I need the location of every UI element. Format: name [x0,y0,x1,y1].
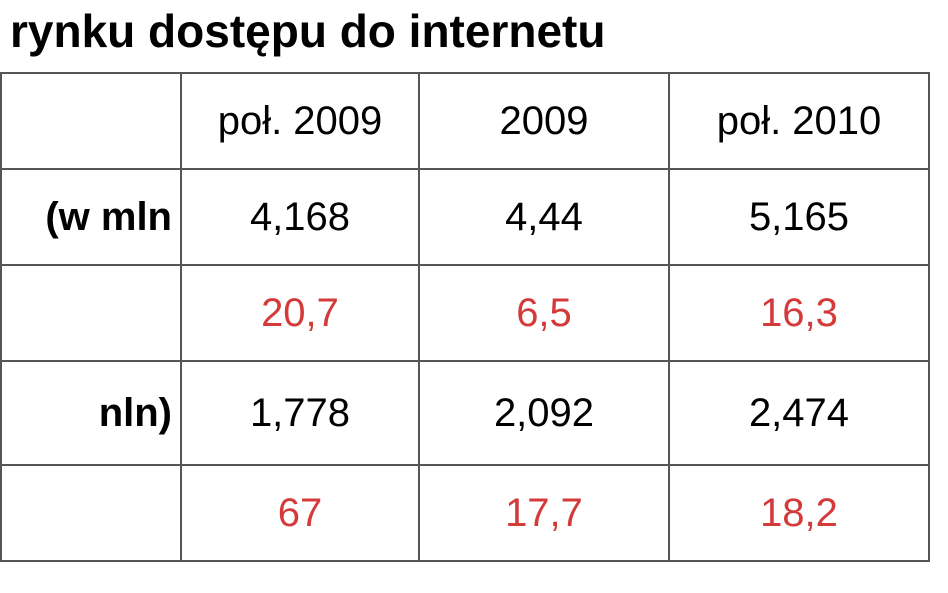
table-cell: 4,168 [181,169,419,265]
data-table: poł. 2009 2009 poł. 2010 (w mln 4,168 4,… [0,72,930,562]
table-cell: 2,092 [419,361,669,465]
table-cell: 20,7 [181,265,419,361]
table-cell: 4,44 [419,169,669,265]
row-label [1,465,181,561]
table-cell: 18,2 [669,465,929,561]
row-label: (w mln [1,169,181,265]
table-cell: 16,3 [669,265,929,361]
table-cell: 1,778 [181,361,419,465]
column-header: 2009 [419,73,669,169]
column-header: poł. 2009 [181,73,419,169]
column-header-blank [1,73,181,169]
row-label [1,265,181,361]
page-title: rynku dostępu do internetu [10,4,605,58]
row-label: nln) [1,361,181,465]
table-cell: 5,165 [669,169,929,265]
table-cell: 2,474 [669,361,929,465]
table-cell: 17,7 [419,465,669,561]
table-cell: 6,5 [419,265,669,361]
table-cell: 67 [181,465,419,561]
column-header: poł. 2010 [669,73,929,169]
